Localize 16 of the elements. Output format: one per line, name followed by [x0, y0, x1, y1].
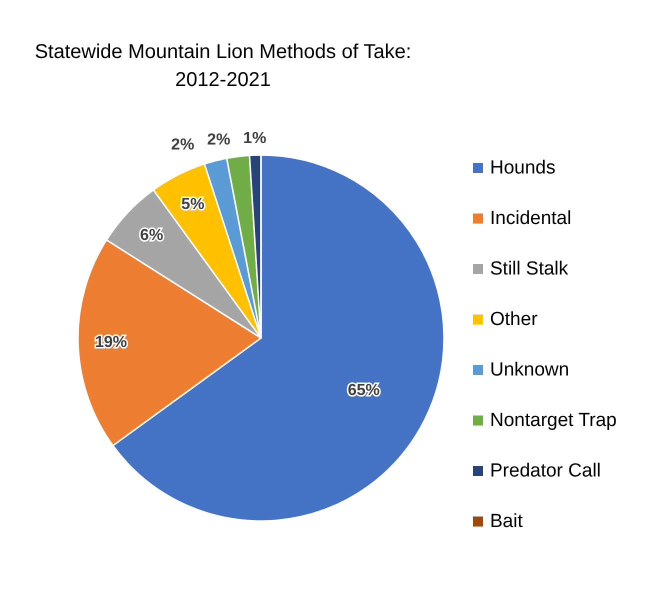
legend-label: Hounds: [490, 158, 556, 178]
legend-label: Bait: [490, 511, 524, 532]
data-label: 19%: [95, 334, 128, 352]
data-label: 6%: [140, 226, 164, 244]
chart-title: Statewide Mountain Lion Methods of Take: 2012-2021: [34, 41, 412, 91]
legend-label: Unknown: [490, 360, 570, 380]
legend-label: Other: [490, 309, 538, 330]
legend-label: Nontarget Trap: [490, 410, 617, 431]
legend-label: Incidental: [490, 208, 572, 229]
data-label: 1%: [243, 130, 266, 148]
data-label: 5%: [181, 196, 204, 213]
legend-label: Still Stalk: [490, 258, 569, 280]
data-label: 2%: [207, 132, 230, 149]
data-label: 65%: [348, 382, 380, 399]
legend-label: Predator Call: [490, 460, 601, 482]
data-label: 2%: [171, 136, 194, 154]
